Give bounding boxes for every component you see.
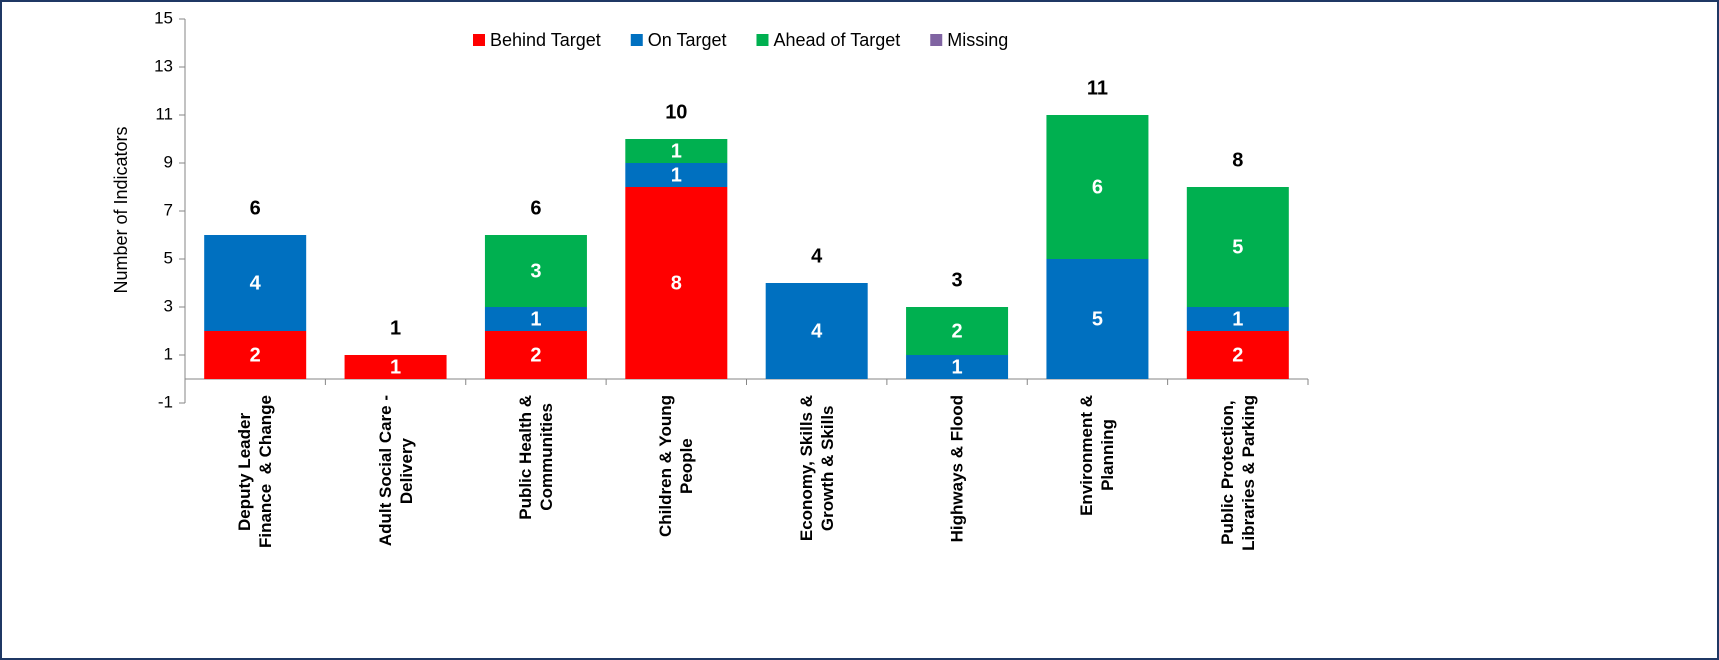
bar-segment xyxy=(204,235,307,331)
bar-segment xyxy=(484,331,587,379)
bar-segment xyxy=(344,355,447,379)
y-axis-label: Number of Indicators xyxy=(111,126,131,293)
bar-segment xyxy=(484,235,587,307)
y-tick-label: 15 xyxy=(154,8,173,27)
y-tick-label: 5 xyxy=(164,248,173,267)
y-tick-label: -1 xyxy=(158,392,173,411)
y-tick-label: 3 xyxy=(164,296,173,315)
bar-segment xyxy=(625,187,728,379)
total-label: 4 xyxy=(811,245,823,267)
value-label: 4 xyxy=(250,272,262,294)
legend-swatch xyxy=(930,34,943,46)
x-tick-label: Public Health & Communities xyxy=(515,395,556,520)
value-label: 2 xyxy=(952,320,963,342)
value-label: 1 xyxy=(1232,308,1243,330)
legend-label: On Target xyxy=(648,30,727,50)
y-tick-label: 11 xyxy=(155,104,173,123)
bar-segment xyxy=(625,163,728,187)
total-label: 1 xyxy=(390,317,401,339)
y-tick-label: 13 xyxy=(154,56,173,75)
y-tick-label: 9 xyxy=(164,152,173,171)
value-label: 2 xyxy=(250,344,261,366)
value-label: 2 xyxy=(1232,344,1243,366)
value-label: 2 xyxy=(530,344,541,366)
bar-segment xyxy=(204,331,307,379)
bar-segment xyxy=(1046,115,1149,259)
x-tick-label: Environment & Planning xyxy=(1077,395,1118,516)
total-label: 3 xyxy=(952,269,963,291)
value-label: 1 xyxy=(671,140,682,162)
value-label: 1 xyxy=(390,356,401,378)
bar-segment xyxy=(906,355,1009,379)
legend-swatch xyxy=(630,34,643,46)
bar-segment xyxy=(906,307,1009,355)
legend-swatch xyxy=(473,34,485,46)
total-label: 6 xyxy=(530,197,541,219)
bar-segment xyxy=(1186,331,1289,379)
total-label: 10 xyxy=(665,101,687,123)
bar-segment xyxy=(625,139,728,163)
bar-segment xyxy=(1186,187,1289,307)
value-label: 8 xyxy=(671,272,682,294)
bar-segment xyxy=(1046,259,1149,379)
value-label: 3 xyxy=(530,260,541,282)
bar-segment xyxy=(1186,307,1289,331)
total-label: 8 xyxy=(1232,149,1243,171)
x-tick-label: Highways & Flood xyxy=(947,395,967,543)
value-label: 1 xyxy=(671,164,682,186)
value-label: 1 xyxy=(530,308,541,330)
total-label: 11 xyxy=(1087,77,1108,99)
legend-label: Behind Target xyxy=(490,30,601,50)
value-label: 6 xyxy=(1092,176,1103,198)
bar-segment xyxy=(484,307,587,331)
y-tick-label: 1 xyxy=(164,344,173,363)
value-label: 4 xyxy=(811,320,823,342)
total-label: 6 xyxy=(250,197,261,219)
x-tick-label: Deputy Leader Finance & Change xyxy=(235,395,276,549)
x-tick-label: Public Protection, Libraries & Parking xyxy=(1217,395,1258,551)
x-tick-label: Children & Young People xyxy=(656,395,697,537)
bar-segment xyxy=(765,283,868,379)
x-tick-label: Adult Social Care - Delivery xyxy=(375,395,416,547)
value-label: 1 xyxy=(952,356,963,378)
value-label: 5 xyxy=(1232,236,1243,258)
value-label: 5 xyxy=(1092,308,1103,330)
legend-label: Missing xyxy=(947,30,1008,50)
y-tick-label: 7 xyxy=(164,200,173,219)
legend-label: Ahead of Target xyxy=(773,30,900,50)
x-tick-label: Economy, Skills & Growth & Skills xyxy=(796,395,837,542)
legend-swatch xyxy=(756,34,769,46)
